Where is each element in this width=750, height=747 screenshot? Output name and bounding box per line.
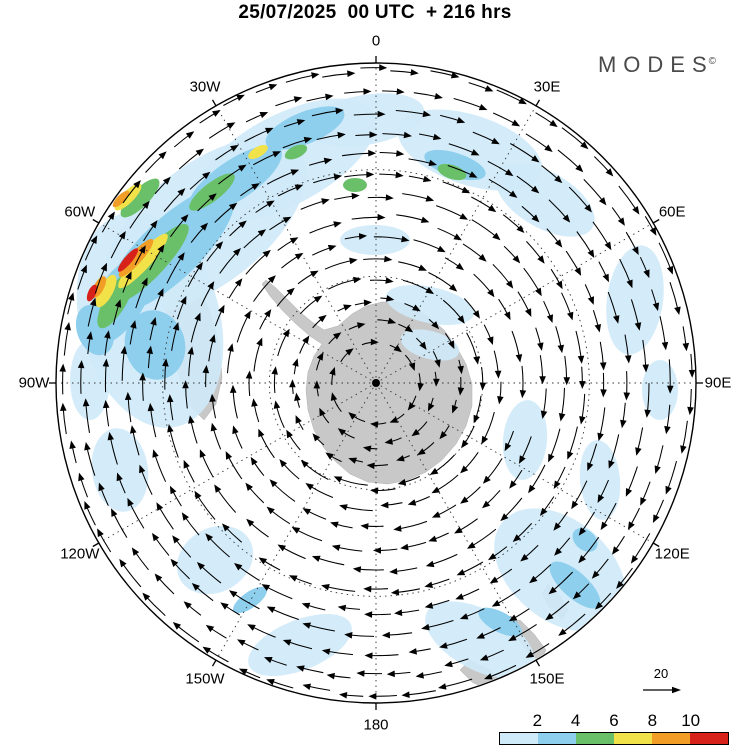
logo-text: MODES xyxy=(597,52,714,77)
colorbar-tick-label: 8 xyxy=(647,711,658,730)
colorbar-legend: 2 4 6 8 10 xyxy=(499,711,729,745)
wind-reference: 20 xyxy=(643,666,681,694)
longitude-label-60w: 60W xyxy=(64,204,96,221)
edge-tick xyxy=(92,218,100,224)
longitude-label-30e: 30E xyxy=(534,78,561,95)
wind-reference-arrowhead xyxy=(672,686,681,694)
colorbar-tick-label: 4 xyxy=(570,711,581,730)
shaded-region xyxy=(117,248,139,272)
meridian-line xyxy=(375,382,654,544)
modes-logo: MODES© xyxy=(598,52,716,78)
shaded-region xyxy=(424,149,486,181)
shaded-region xyxy=(400,329,460,361)
shaded-region xyxy=(124,310,186,380)
logo-copyright: © xyxy=(708,55,716,67)
shaded-region xyxy=(385,285,475,325)
wind-vector-heads xyxy=(59,64,696,700)
colorbar-tick-label: 10 xyxy=(681,711,701,730)
wind-reference-label: 20 xyxy=(654,666,668,681)
edge-tick xyxy=(211,659,217,667)
edge-tick xyxy=(652,542,660,548)
shaded-region xyxy=(437,163,467,181)
shaded-region xyxy=(642,360,678,420)
meridian-line xyxy=(215,105,377,384)
colorbar-tick-label: 6 xyxy=(609,711,619,730)
colorbar-tick-label: 2 xyxy=(532,711,543,730)
meridian-line xyxy=(98,382,377,544)
colorbar-bar xyxy=(499,732,729,745)
chart-title: 25/07/2025 00 UTC + 216 hrs xyxy=(238,2,512,23)
longitude-label-30w: 30W xyxy=(190,78,222,95)
longitude-label-150e: 150E xyxy=(529,671,564,688)
colorbar-segment xyxy=(652,733,690,744)
shaded-region xyxy=(176,525,254,595)
shaded-region xyxy=(579,440,621,520)
colorbar-segment xyxy=(538,733,576,744)
shaded-region xyxy=(91,428,149,512)
meridian-line xyxy=(375,222,654,384)
longitude-label-90w: 90W xyxy=(19,375,51,392)
shaded-region xyxy=(343,178,367,192)
meridian-line xyxy=(215,382,377,661)
shaded-region xyxy=(284,144,308,160)
shaded-region xyxy=(112,190,130,208)
longitude-label-150w: 150W xyxy=(185,671,225,688)
colorbar-segment xyxy=(690,733,728,744)
longitude-label-120e: 120E xyxy=(655,546,690,563)
shaded-region xyxy=(549,561,601,609)
longitude-label-0: 0 xyxy=(372,33,380,50)
latitude-circle xyxy=(162,169,590,597)
meridian-line xyxy=(98,222,377,384)
edge-tick xyxy=(92,542,100,548)
longitude-label-60e: 60E xyxy=(659,204,686,221)
shaded-region xyxy=(70,340,110,420)
colorbar-segment xyxy=(500,733,538,744)
shaded-region xyxy=(248,145,268,159)
shaded-region xyxy=(120,178,160,218)
shaded-region xyxy=(572,528,598,552)
edge-tick xyxy=(211,99,217,107)
meridian-line xyxy=(375,105,537,384)
colorbar-ticks: 2 4 6 8 10 xyxy=(499,711,729,732)
shaded-region xyxy=(86,284,98,302)
edge-tick xyxy=(652,218,660,224)
shaded-region xyxy=(478,607,522,637)
edge-tick xyxy=(535,99,541,107)
shaded-region xyxy=(189,173,235,211)
shaded-region xyxy=(95,274,117,308)
colorbar-segment xyxy=(576,733,614,744)
pole-dot xyxy=(372,379,380,387)
edge-ticks xyxy=(49,56,703,710)
shaded-region xyxy=(305,93,425,147)
shaded-region xyxy=(495,163,595,237)
shaded-region xyxy=(502,400,548,480)
longitude-label-90e: 90E xyxy=(705,375,732,392)
longitude-label-120w: 120W xyxy=(60,546,100,563)
colorbar-segment xyxy=(614,733,652,744)
meridian-line xyxy=(375,382,537,661)
edge-tick xyxy=(535,659,541,667)
longitude-label-180: 180 xyxy=(363,717,388,734)
shaded-region xyxy=(265,106,345,150)
shaded-region xyxy=(232,586,268,614)
shaded-region xyxy=(340,225,410,255)
